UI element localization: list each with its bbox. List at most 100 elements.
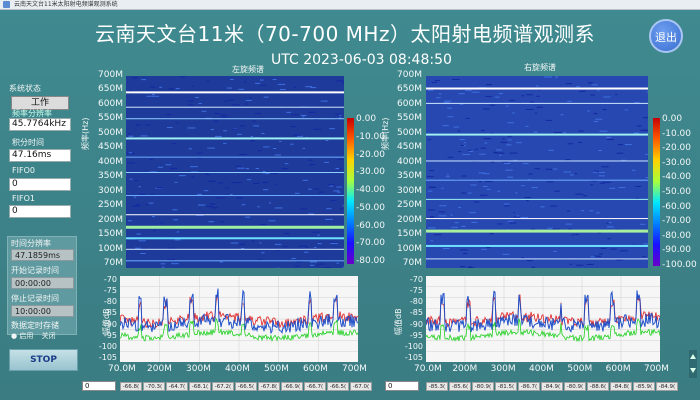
disable-option[interactable]: 关闭: [42, 332, 56, 340]
enable-option[interactable]: 启用: [19, 332, 33, 340]
spectrum-ytick: -90: [93, 320, 117, 329]
waterfall-ytick: 650M: [390, 84, 422, 94]
array-cell: -67.8(: [258, 382, 280, 391]
waterfall-ytick: 350M: [91, 171, 123, 181]
spectrum-ytick: -95: [399, 331, 423, 340]
spectrum-ytick: -100: [93, 342, 117, 351]
spectrum-xtick: 400M: [529, 364, 554, 374]
array-cell: -66.8(: [120, 382, 142, 391]
waterfall-ytick: 600M: [390, 99, 422, 109]
array-cell: -70.3(: [143, 382, 165, 391]
timed-storage-label: 数据定时存储: [11, 320, 59, 331]
rfi-band: [126, 137, 344, 139]
rfi-band: [126, 237, 344, 239]
spectrum-xtick: 70.0M: [414, 364, 442, 374]
rfi-band: [426, 88, 648, 90]
left-spectrum-plot: [120, 276, 358, 362]
waterfall-ytick: 350M: [390, 171, 422, 181]
spectrum-xtick: 700M: [644, 364, 669, 374]
spectrum-xtick: 600M: [303, 364, 328, 374]
timeres-value[interactable]: 47.1859ms: [11, 249, 74, 261]
spectrum-xtick: 300M: [186, 364, 211, 374]
rfi-band: [126, 107, 344, 108]
spectrum-ytick: -70: [399, 275, 423, 284]
waterfall-ytick: 550M: [91, 113, 123, 123]
waterfall-ytick: 200M: [91, 215, 123, 225]
spectrum-ytick: -105: [93, 353, 117, 362]
waterfall-ytick: 400M: [91, 157, 123, 167]
colorbar-tick: -70.00: [356, 238, 385, 248]
rfi-band: [426, 199, 648, 200]
scroll-control[interactable]: [689, 350, 697, 378]
window-title: 云南天文台11米太阳射电频谱观测系统: [14, 0, 118, 9]
timeres-label: 时间分辨率: [11, 238, 51, 249]
spectrum-ytick: -100: [399, 342, 423, 351]
spectrum-ytick: -105: [399, 353, 423, 362]
rfi-band: [126, 91, 344, 93]
radio-dot-icon: ●: [11, 332, 17, 340]
array-cell: -64.7(: [166, 382, 188, 391]
right-array-index[interactable]: 0: [385, 381, 419, 391]
spectrum-xtick: 70.0M: [108, 364, 136, 374]
array-cell: -81.5(: [495, 382, 517, 391]
waterfall-ytick: 650M: [91, 84, 123, 94]
right-waterfall: [426, 76, 648, 268]
left-value-array: -66.8(-70.3(-64.7(-68.1(-67.2(-66.5(-67.…: [120, 382, 373, 391]
stop-record-label: 停止记录时间: [11, 293, 59, 304]
colorbar-tick: -60.00: [356, 221, 385, 231]
rfi-band: [426, 134, 648, 136]
colorbar-tick: -70.00: [662, 216, 691, 226]
waterfall-ytick: 300M: [390, 186, 422, 196]
colorbar-tick: 0.00: [356, 114, 376, 124]
waterfall-ytick: 300M: [91, 186, 123, 196]
colorbar-tick: -50.00: [356, 203, 385, 213]
waterfall-ytick: 450M: [91, 142, 123, 152]
rfi-band: [126, 172, 344, 173]
window-titlebar: 云南天文台11米太阳射电频谱观测系统: [0, 0, 700, 10]
colorbar-tick: -80.00: [662, 231, 691, 241]
stop-record-time[interactable]: 10:00:00: [11, 305, 74, 317]
rfi-band: [426, 258, 648, 259]
colorbar-tick: -20.00: [662, 143, 691, 153]
spectrum-ytick: -90: [399, 320, 423, 329]
spectrum-ytick: -95: [93, 331, 117, 340]
left-array-index[interactable]: 0: [82, 381, 116, 391]
rfi-band: [126, 118, 344, 119]
right-spectrum-plot: [426, 276, 660, 362]
spectrum-xtick: 200M: [452, 364, 477, 374]
spectrum-xtick: 400M: [225, 364, 250, 374]
array-cell: -80.9(: [564, 382, 586, 391]
exit-button[interactable]: 退出: [649, 19, 683, 53]
spectrum-ytick: -75: [93, 286, 117, 295]
scroll-down-icon[interactable]: [690, 368, 696, 373]
start-record-time[interactable]: 00:00:00: [11, 277, 74, 289]
colorbar-tick: 0.00: [662, 114, 682, 124]
freqres-value: 45.7764kHz: [9, 118, 71, 131]
left-colorbar: [347, 118, 354, 264]
waterfall-ytick: 150M: [390, 229, 422, 239]
utc-clock: UTC 2023-06-03 08:48:50: [271, 52, 452, 68]
array-cell: -84.8(: [610, 382, 632, 391]
array-cell: -85.3(: [426, 382, 448, 391]
spectrum-xtick: 700M: [342, 364, 367, 374]
waterfall-ytick: 600M: [91, 99, 123, 109]
colorbar-tick: -30.00: [356, 167, 385, 177]
waterfall-ytick: 100M: [390, 244, 422, 254]
colorbar-tick: -80.00: [356, 256, 385, 266]
waterfall-ytick: 550M: [390, 113, 422, 123]
colorbar-tick: -30.00: [662, 158, 691, 168]
start-record-label: 开始记录时间: [11, 265, 59, 276]
waterfall-image: [126, 76, 344, 268]
waterfall-ytick: 500M: [91, 128, 123, 138]
waterfall-ytick: 70M: [91, 258, 123, 268]
fifo1-label: FIFO1: [12, 194, 35, 203]
storage-toggle[interactable]: ● 启用 关闭: [11, 331, 56, 341]
spectrum-xtick: 500M: [264, 364, 289, 374]
scroll-up-icon[interactable]: [690, 354, 696, 359]
array-cell: -80.9(: [472, 382, 494, 391]
array-cell: -66.7(: [304, 382, 326, 391]
right-colorbar: [653, 118, 660, 266]
colorbar-tick: -40.00: [662, 172, 691, 182]
stop-button[interactable]: STOP: [9, 349, 78, 371]
